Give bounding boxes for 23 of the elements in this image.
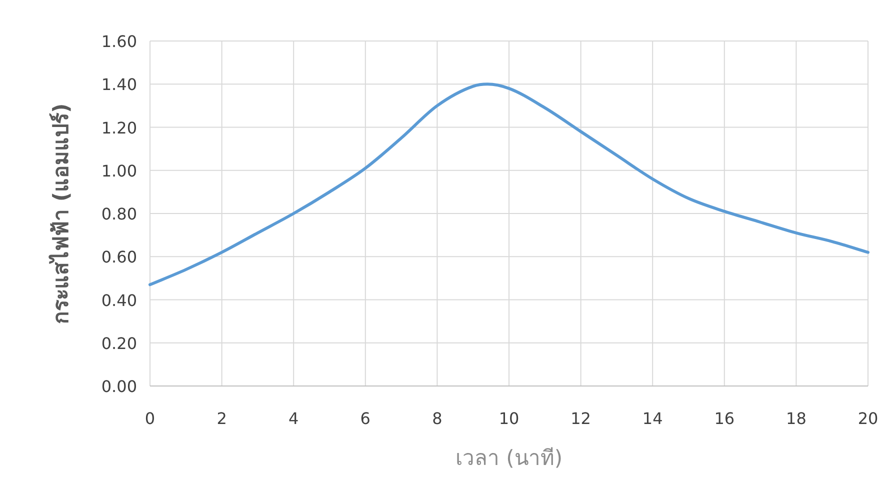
x-tick-label: 16 [714,409,735,428]
x-tick-label: 20 [858,409,878,428]
y-tick-label: 1.00 [101,161,137,180]
x-tick-label: 6 [360,409,370,428]
y-tick-label: 0.40 [101,290,137,310]
x-tick-label: 2 [216,409,227,428]
y-axis-title: กระแสไฟฟ้า (แอมแปร์) [48,103,73,324]
y-tick-label: 1.40 [101,75,137,94]
y-tick-label: 1.60 [101,32,137,51]
x-tick-label: 8 [432,409,442,428]
y-tick-label: 1.20 [101,118,137,138]
line-series [148,82,870,286]
x-tick-label: 12 [570,409,591,428]
y-tick-label: 0.20 [101,334,137,353]
y-tick-label: 0.60 [101,248,137,267]
x-tick-label: 14 [642,409,663,428]
y-tick-label: 0.80 [101,204,137,224]
y-tick-label: 0.00 [101,377,137,396]
x-tick-label: 10 [498,409,520,428]
x-tick-label: 18 [786,409,806,428]
x-tick-label: 0 [144,409,156,428]
x-tick-label: 4 [288,409,299,428]
x-axis-title: เวลา (นาที) [455,446,563,470]
